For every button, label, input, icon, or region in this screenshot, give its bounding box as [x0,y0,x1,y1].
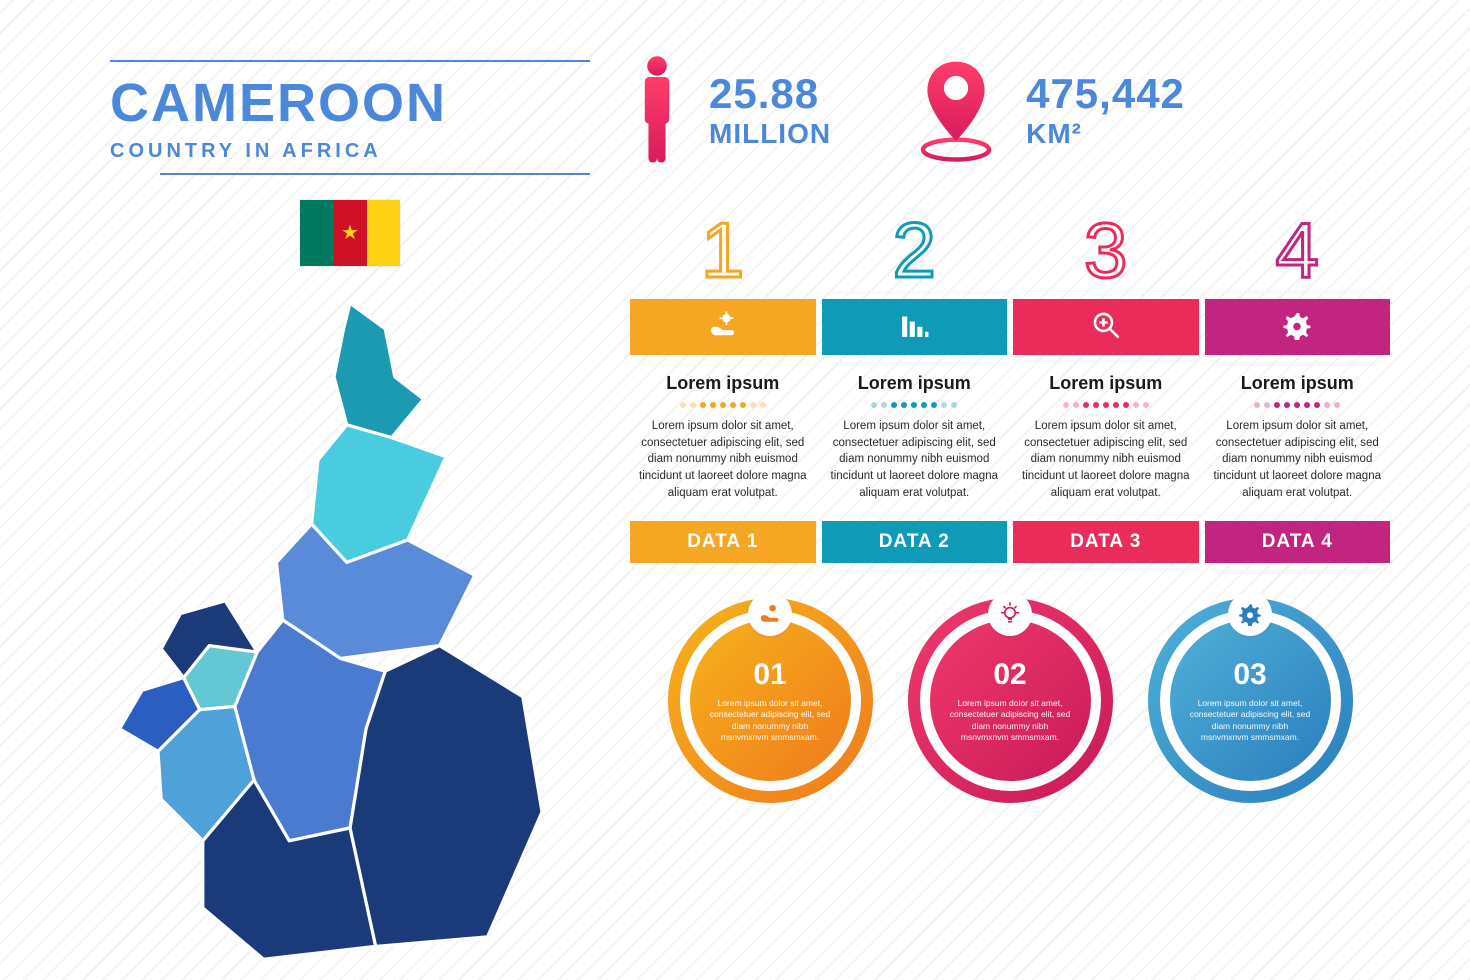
stats-row: 25.88 MILLION 475,442 KM² [630,55,1390,165]
column-data-bar: DATA 4 [1205,521,1391,563]
column-body: Lorem ipsum dolor sit amet, consectetuer… [1013,418,1199,501]
column-icon-bar [822,299,1008,355]
circle-number: 02 [993,658,1026,692]
column-data-bar: DATA 1 [630,521,816,563]
bars-icon [897,308,931,347]
hand-gear-icon [706,308,740,347]
country-title: CAMEROON [110,72,590,134]
info-column-1: 1 Lorem ipsum Lorem ipsum dolor sit amet… [630,205,816,563]
hand-gear-icon [748,592,792,636]
circle-1: 01 Lorem ipsum dolor sit amet, consectet… [668,598,873,803]
column-number: 4 [1276,205,1319,295]
left-panel: CAMEROON COUNTRY IN AFRICA [110,60,590,175]
area-stat: 475,442 KM² [911,55,1185,165]
circle-core: 02 Lorem ipsum dolor sit amet, consectet… [930,620,1091,781]
column-icon-bar [630,299,816,355]
column-title: Lorem ipsum [1049,373,1162,394]
circle-number: 01 [753,658,786,692]
country-subtitle: COUNTRY IN AFRICA [110,140,590,163]
zoom-icon [1089,308,1123,347]
population-value: 25.88 MILLION [709,70,831,150]
area-value: 475,442 KM² [1026,70,1185,150]
column-body: Lorem ipsum dolor sit amet, consectetuer… [822,418,1008,501]
population-unit: MILLION [709,118,831,150]
title-block: CAMEROON COUNTRY IN AFRICA [110,60,590,175]
column-body: Lorem ipsum dolor sit amet, consectetuer… [630,418,816,501]
circle-core: 03 Lorem ipsum dolor sit amet, consectet… [1170,620,1331,781]
column-dots [1063,402,1149,408]
column-number: 1 [701,205,744,295]
circle-text: Lorem ipsum dolor sit amet, consectetuer… [1188,698,1313,744]
circle-core: 01 Lorem ipsum dolor sit amet, consectet… [690,620,851,781]
info-column-4: 4 Lorem ipsum Lorem ipsum dolor sit amet… [1205,205,1391,563]
flag-icon: ★ [300,200,400,266]
column-dots [871,402,957,408]
circle-3: 03 Lorem ipsum dolor sit amet, consectet… [1148,598,1353,803]
right-panel: 25.88 MILLION 475,442 KM² 1 Lorem ipsum [630,55,1390,803]
bulb-icon [988,592,1032,636]
column-data-bar: DATA 3 [1013,521,1199,563]
column-title: Lorem ipsum [1241,373,1354,394]
column-number: 2 [893,205,936,295]
column-dots [680,402,766,408]
column-icon-bar [1205,299,1391,355]
circle-row: 01 Lorem ipsum dolor sit amet, consectet… [630,598,1390,803]
area-number: 475,442 [1026,70,1185,118]
circle-number: 03 [1233,658,1266,692]
title-rule-top [110,60,590,62]
column-dots [1254,402,1340,408]
title-rule-bottom [160,173,590,175]
column-icon-bar [1013,299,1199,355]
population-stat: 25.88 MILLION [630,55,831,165]
gear-icon [1228,592,1272,636]
info-column-2: 2 Lorem ipsum Lorem ipsum dolor sit amet… [822,205,1008,563]
column-data-bar: DATA 2 [822,521,1008,563]
info-columns: 1 Lorem ipsum Lorem ipsum dolor sit amet… [630,205,1390,563]
pin-icon [911,55,1001,165]
column-number: 3 [1084,205,1127,295]
population-number: 25.88 [709,70,831,118]
column-title: Lorem ipsum [666,373,779,394]
circle-2: 02 Lorem ipsum dolor sit amet, consectet… [908,598,1113,803]
column-title: Lorem ipsum [858,373,971,394]
circle-text: Lorem ipsum dolor sit amet, consectetuer… [708,698,833,744]
flag-star-icon: ★ [341,220,359,245]
circle-text: Lorem ipsum dolor sit amet, consectetuer… [948,698,1073,744]
area-unit: KM² [1026,118,1185,150]
gear-icon [1282,310,1312,345]
person-icon [630,55,684,165]
column-body: Lorem ipsum dolor sit amet, consectetuer… [1205,418,1391,501]
cameroon-map [110,300,590,972]
info-column-3: 3 Lorem ipsum Lorem ipsum dolor sit amet… [1013,205,1199,563]
